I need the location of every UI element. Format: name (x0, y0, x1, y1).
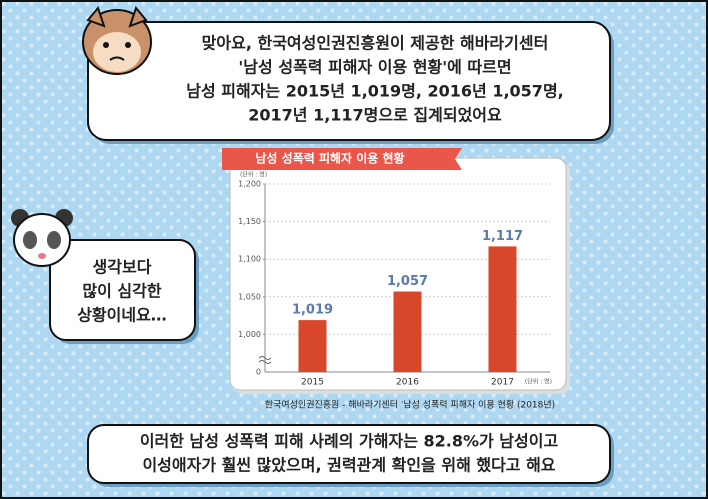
y-tick-label: 1,100 (238, 255, 261, 264)
y-break-label: 0 (256, 368, 261, 377)
top-bubble (87, 21, 611, 141)
y-tick-label: 1,150 (238, 217, 261, 226)
y-tick-label: 1,050 (238, 292, 261, 301)
bubble-text: 많이 심각한 (82, 282, 161, 301)
bubble-text: 이러한 남성 성폭력 피해 사례의 가해자는 82.8%가 남성이고 (140, 432, 559, 451)
axis-break (258, 356, 272, 364)
x-tick-label: 2015 (301, 378, 324, 388)
bubble-text: 2017년 1,117명으로 집계되었어요 (248, 106, 502, 125)
x-tick-label: 2017 (491, 378, 514, 388)
unit-label: (단위 : 명) (240, 171, 267, 179)
bar (488, 246, 517, 372)
bubble-text: 남성 피해자는 2015년 1,019명, 2016년 1,057명, (186, 82, 564, 101)
bar (298, 320, 327, 372)
bubble-text: 맞아요, 한국여성인권진흥원이 제공한 해바라기센터 (202, 34, 549, 53)
x-unit-label: (단위 : 명) (525, 378, 552, 386)
value-label: 1,019 (292, 303, 333, 318)
bubble-text: 이성애자가 훨씬 많았으며, 권력관계 확인을 위해 했다고 해요 (142, 456, 555, 475)
value-label: 1,117 (482, 229, 523, 244)
y-tick-label: 1,000 (238, 330, 261, 339)
chart-title: 남성 성폭력 피해자 이용 현황 (255, 151, 404, 166)
panda-icon (11, 209, 73, 267)
x-tick-label: 2016 (396, 378, 419, 388)
bottom-bubble (87, 424, 611, 484)
left-bubble (49, 239, 196, 341)
value-label: 1,057 (387, 274, 428, 289)
bubble-text: '남성 성폭력 피해자 이용 현황'에 따르면 (238, 58, 511, 77)
bar (393, 291, 422, 372)
source: 한국여성인권진흥원 - 해바라기센터 '남성 성폭력 피해자 이용 현황 (20… (265, 399, 555, 411)
squirrel-icon (82, 5, 152, 75)
title-ribbon (222, 148, 462, 170)
y-tick-label: 1,200 (238, 180, 261, 189)
bubble-text: 상황이네요… (77, 306, 167, 325)
bubble-text: 생각보다 (93, 258, 152, 277)
